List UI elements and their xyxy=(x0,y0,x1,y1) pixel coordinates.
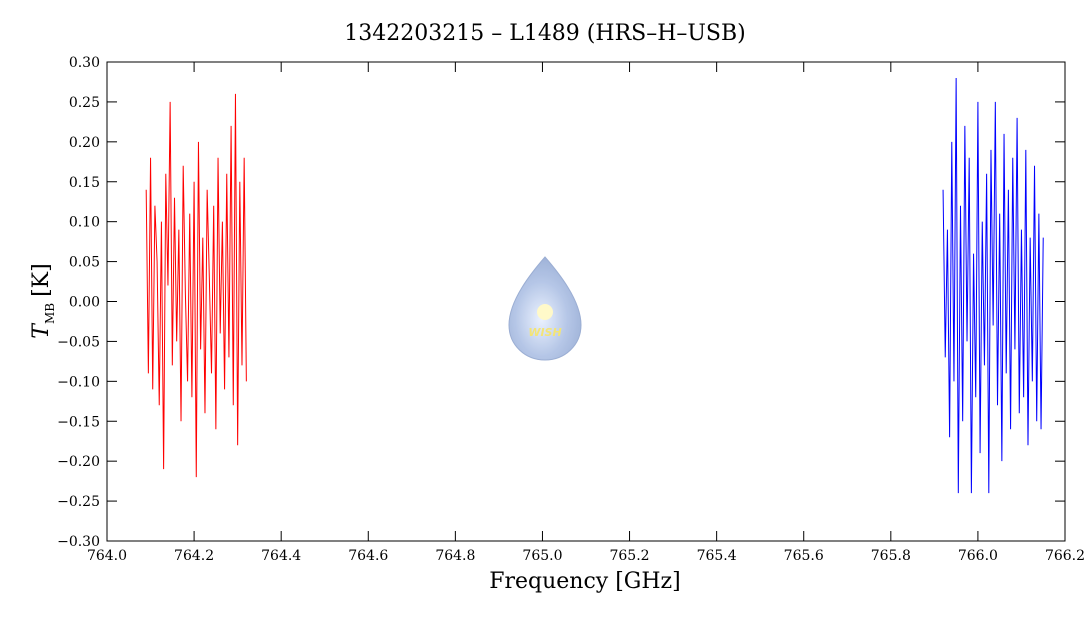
y-tick-label: −0.15 xyxy=(57,414,100,430)
y-axis-label: TMB [K] xyxy=(29,263,57,338)
x-tick-label: 765.8 xyxy=(871,548,911,564)
x-tick-label: 764.4 xyxy=(261,548,301,564)
logo-text: WISH xyxy=(528,326,561,339)
logo-star xyxy=(537,304,553,320)
x-tick-label: 766.0 xyxy=(958,548,998,564)
logo: WISH xyxy=(508,256,582,361)
chart-title: 1342203215 – L1489 (HRS–H–USB) xyxy=(344,21,746,46)
y-tick-label: 0.15 xyxy=(69,175,100,191)
spectrum-line xyxy=(145,93,247,478)
x-tick-label: 765.6 xyxy=(784,548,824,564)
y-tick-label: 0.00 xyxy=(69,295,100,311)
y-tick-label: −0.05 xyxy=(57,334,100,350)
x-tick-label: 764.6 xyxy=(348,548,388,564)
x-axis-label: Frequency [GHz] xyxy=(489,569,681,594)
y-tick-label: −0.10 xyxy=(57,374,100,390)
x-tick-label: 765.0 xyxy=(522,548,562,564)
y-tick-label: 0.05 xyxy=(69,255,100,271)
y-axis-unit: [K] xyxy=(29,263,54,297)
x-tick-label: 764.8 xyxy=(435,548,475,564)
y-tick-label: 0.25 xyxy=(69,95,100,111)
spectrum-line xyxy=(942,77,1044,494)
x-tick-label: 765.4 xyxy=(697,548,737,564)
x-tick-label: 765.2 xyxy=(609,548,649,564)
y-tick-label: −0.20 xyxy=(57,454,100,470)
x-tick-label: 764.2 xyxy=(174,548,214,564)
y-tick-label: −0.30 xyxy=(57,534,100,550)
y-axis-symbol: T xyxy=(29,322,54,339)
y-tick-label: 0.10 xyxy=(69,215,100,231)
x-tick-label: 766.2 xyxy=(1045,548,1085,564)
y-axis-subscript: MB xyxy=(43,303,57,324)
plot-frame xyxy=(106,61,1066,542)
y-tick-label: 0.30 xyxy=(69,55,100,71)
x-tick-label: 764.0 xyxy=(87,548,127,564)
y-tick-label: −0.25 xyxy=(57,494,100,510)
y-tick-label: 0.20 xyxy=(69,135,100,151)
